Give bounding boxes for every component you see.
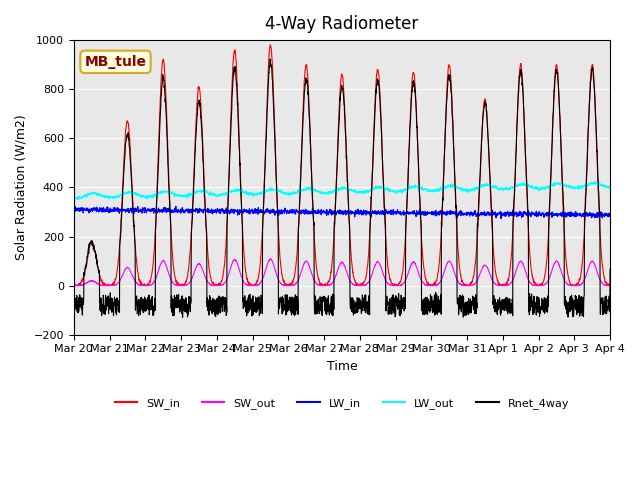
SW_in — [369, 144, 377, 149]
Rnet_4way — [498, 305, 506, 311]
SW_out — [220, 281, 227, 287]
Line: Rnet_4way: Rnet_4way — [74, 59, 610, 317]
LW_out — [498, 187, 506, 192]
Line: LW_in: LW_in — [74, 206, 610, 218]
Line: LW_out: LW_out — [74, 182, 610, 199]
Rnet_4way — [220, 301, 227, 307]
LW_out — [220, 191, 227, 196]
LW_in — [498, 212, 506, 217]
LW_in — [220, 209, 227, 215]
SW_in — [606, 282, 614, 288]
Rnet_4way — [179, 314, 186, 320]
LW_out — [358, 190, 365, 195]
SW_out — [70, 283, 77, 288]
LW_in — [172, 204, 180, 209]
LW_out — [369, 187, 377, 192]
Rnet_4way — [70, 309, 77, 315]
SW_out — [606, 283, 614, 288]
LW_in — [497, 216, 505, 221]
SW_in — [559, 204, 567, 209]
Line: SW_in: SW_in — [74, 45, 610, 286]
SW_out — [267, 256, 275, 262]
LW_out — [591, 179, 598, 185]
LW_in — [358, 208, 365, 214]
LW_in — [70, 206, 77, 212]
Legend: SW_in, SW_out, LW_in, LW_out, Rnet_4way: SW_in, SW_out, LW_in, LW_out, Rnet_4way — [110, 393, 573, 413]
LW_in — [369, 209, 377, 215]
SW_in — [267, 42, 275, 48]
LW_out — [574, 185, 582, 191]
SW_out — [559, 273, 566, 279]
LW_out — [74, 196, 82, 202]
SW_out — [574, 283, 582, 288]
X-axis label: Time: Time — [326, 360, 357, 373]
Rnet_4way — [606, 266, 614, 272]
LW_in — [606, 213, 614, 219]
SW_out — [369, 268, 377, 274]
Rnet_4way — [358, 299, 365, 305]
Line: SW_out: SW_out — [74, 259, 610, 286]
SW_in — [574, 280, 582, 286]
LW_out — [606, 184, 614, 190]
SW_out — [358, 282, 365, 288]
LW_in — [574, 212, 582, 217]
LW_out — [70, 195, 77, 201]
Rnet_4way — [266, 56, 274, 62]
SW_in — [498, 283, 506, 288]
Rnet_4way — [574, 310, 582, 315]
SW_out — [498, 283, 506, 288]
Title: 4-Way Radiometer: 4-Way Radiometer — [266, 15, 419, 33]
SW_in — [358, 282, 365, 288]
Rnet_4way — [559, 192, 567, 197]
Text: MB_tule: MB_tule — [84, 55, 147, 69]
LW_in — [559, 214, 567, 219]
Rnet_4way — [369, 147, 377, 153]
SW_in — [220, 268, 227, 274]
Y-axis label: Solar Radiation (W/m2): Solar Radiation (W/m2) — [15, 115, 28, 260]
LW_out — [559, 182, 566, 188]
SW_in — [70, 283, 78, 288]
SW_in — [70, 282, 77, 288]
